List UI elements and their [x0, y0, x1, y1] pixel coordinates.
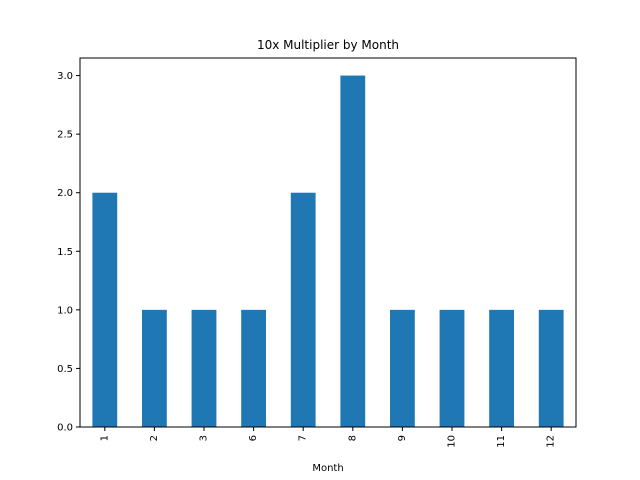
bar-month-9: [390, 309, 415, 427]
plot-frame: [79, 57, 577, 428]
bar-month-11: [489, 309, 514, 427]
bar-month-10: [439, 309, 465, 427]
x-tick-label: 2: [149, 435, 160, 441]
bar-month-2: [142, 309, 167, 427]
x-tick-label: 3: [199, 435, 210, 441]
x-tick-label: 10: [447, 435, 458, 448]
bar-month-7: [290, 192, 316, 427]
x-axis: 1 2 3 6 7 8 9 10 11 12: [99, 427, 557, 448]
bar-month-6: [241, 309, 266, 427]
bar-month-1: [92, 192, 118, 427]
chart-title: 10x Multiplier by Month: [257, 38, 399, 52]
y-tick-label: 2.5: [57, 130, 73, 141]
x-tick-label: 8: [347, 435, 358, 441]
y-tick-label: 0.5: [57, 364, 73, 375]
y-tick-label: 1.5: [57, 247, 73, 258]
bar-month-12: [538, 309, 564, 427]
y-tick-label: 1.0: [57, 305, 73, 316]
x-tick-label: 12: [546, 435, 557, 448]
y-tick-label: 2.0: [57, 188, 73, 199]
bars-group: [92, 75, 564, 427]
y-axis: 0.0 0.5 1.0 1.5 2.0 2.5 3.0: [57, 71, 80, 434]
bar-month-8: [340, 75, 366, 427]
x-tick-label: 9: [397, 435, 408, 441]
x-tick-label: 6: [248, 435, 259, 441]
x-tick-label: 11: [496, 435, 507, 448]
bar-month-3: [191, 309, 217, 427]
y-tick-label: 3.0: [57, 71, 73, 82]
x-tick-label: 7: [298, 435, 309, 441]
y-tick-label: 0.0: [57, 423, 73, 434]
x-tick-label: 1: [99, 435, 110, 441]
x-axis-title: Month: [312, 463, 343, 474]
